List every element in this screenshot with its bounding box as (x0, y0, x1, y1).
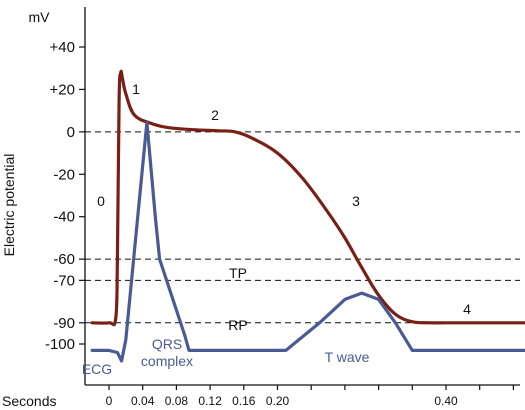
qrs-label-line1: QRS (152, 336, 182, 352)
x-tick-label: 0.04 (131, 394, 155, 408)
phase-1-label: 1 (132, 81, 140, 97)
qrs-label-line2: complex (141, 353, 193, 369)
series (90, 69, 525, 363)
action-potential-line (90, 69, 525, 327)
y-tick-label: +20 (50, 81, 75, 98)
rp-label: RP (228, 317, 247, 333)
y-tick-label: -70 (53, 272, 75, 289)
x-tick-label: 0.16 (232, 394, 256, 408)
phase-2-label: 2 (211, 107, 219, 123)
x-tick-label: 0.12 (198, 394, 222, 408)
tp-label: TP (229, 265, 247, 281)
x-tick-label: 0.40 (434, 394, 458, 408)
phase-0-label: 0 (97, 193, 105, 209)
y-tick-label: 0 (67, 124, 75, 141)
y-axis-title: Electric potential (1, 154, 17, 257)
y-tick-label: -100 (45, 336, 75, 353)
y-tick-label: -90 (53, 315, 75, 332)
y-tick-label: +40 (50, 39, 75, 56)
x-tick-label: 0 (106, 394, 113, 408)
x-tick-label: 0.08 (165, 394, 189, 408)
y-tick-label: -20 (53, 166, 75, 183)
phase-4-label: 4 (463, 301, 471, 317)
y-tick-label: -60 (53, 251, 75, 268)
labels: mV Electric potential Seconds 0 1 2 3 4 … (1, 9, 471, 409)
y-tick-label: -40 (53, 209, 75, 226)
t-wave-label: T wave (325, 349, 370, 365)
x-tick-label: 0.20 (266, 394, 290, 408)
ecg-label: ECG (82, 361, 112, 377)
ecg-line (90, 120, 525, 363)
x-axis-title: Seconds (2, 393, 56, 409)
phase-3-label: 3 (352, 193, 360, 209)
y-axis-unit: mV (29, 9, 51, 25)
axes: +40 +20 0 -20 -40 -60 -70 -90 -100 0 0.04 0.08 0.12 0… (45, 7, 520, 408)
